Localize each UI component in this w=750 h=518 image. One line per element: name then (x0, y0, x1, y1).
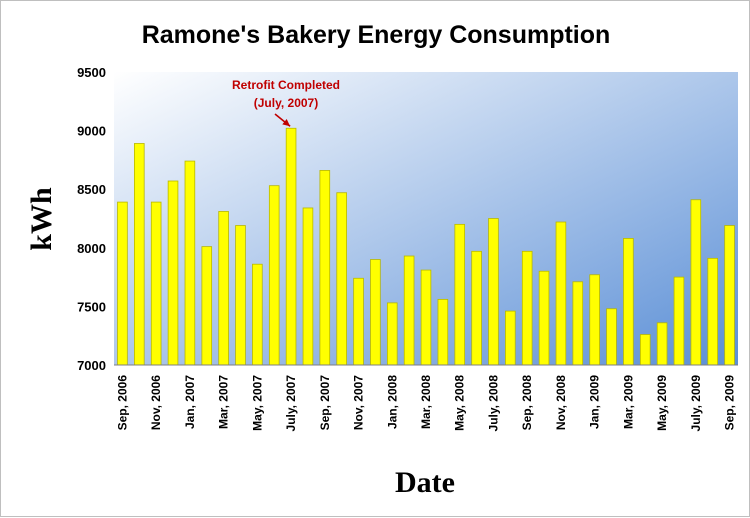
bar (572, 281, 584, 366)
bar (150, 201, 162, 366)
bar (386, 302, 398, 366)
x-tick-label: Nov, 2007 (352, 375, 366, 430)
bar (403, 255, 415, 366)
x-tick-label: Sep, 2009 (723, 375, 737, 431)
x-tick-label: July, 2008 (487, 375, 501, 432)
x-tick-label: May, 2007 (250, 375, 264, 431)
bar (420, 269, 432, 366)
bar (656, 322, 668, 366)
x-axis-label: Date (395, 466, 455, 499)
x-tick-label: Jan, 2007 (183, 375, 197, 429)
bar (336, 192, 347, 366)
y-tick-label: 9000 (77, 124, 106, 139)
retrofit-annotation: Retrofit Completed (July, 2007) (232, 78, 340, 127)
bar (488, 218, 499, 366)
bar (167, 180, 179, 366)
bar (268, 185, 280, 366)
bar (521, 250, 533, 366)
bar (302, 207, 314, 366)
bar (353, 277, 364, 366)
x-tick-label: May, 2008 (453, 375, 467, 431)
chart-title: Ramone's Bakery Energy Consumption (142, 21, 611, 49)
y-tick-label: 8000 (77, 241, 106, 256)
x-tick-label: Mar, 2007 (217, 375, 231, 429)
bar (319, 170, 331, 366)
x-tick-label: Sep, 2007 (318, 375, 332, 431)
x-axis-ticks: Sep, 2006 Nov, 2006 Jan, 2007 Mar, 2007 May,… (115, 375, 736, 432)
bar (201, 246, 213, 366)
bar (538, 270, 550, 366)
y-tick-label: 7000 (77, 358, 106, 373)
bar (639, 334, 651, 366)
y-tick-label: 8500 (77, 182, 106, 197)
bar (505, 310, 516, 366)
bar (707, 257, 718, 366)
x-tick-label: Mar, 2008 (419, 375, 433, 429)
x-tick-label: July, 2009 (689, 375, 703, 432)
bar (235, 225, 246, 366)
bar (589, 274, 600, 366)
bar (724, 225, 735, 366)
annotation-arrow-head (282, 119, 291, 127)
bar (623, 238, 634, 366)
bar (606, 308, 617, 366)
y-axis-label: kWh (25, 187, 58, 251)
bar (471, 250, 482, 366)
x-tick-label: Mar, 2009 (621, 375, 635, 429)
annotation-text: (July, 2007) (254, 96, 318, 110)
annotation-text: Retrofit Completed (232, 78, 340, 92)
bar (690, 199, 702, 366)
bar (555, 221, 567, 366)
y-axis-ticks: 7000 7500 8000 8500 9000 9500 (77, 65, 106, 373)
x-tick-label: Jan, 2009 (588, 375, 602, 429)
bar (218, 211, 229, 366)
x-tick-label: July, 2007 (284, 375, 298, 432)
bar (285, 127, 297, 366)
x-tick-label: Nov, 2008 (554, 375, 568, 430)
bar (437, 298, 449, 366)
x-tick-label: Sep, 2006 (115, 375, 129, 431)
y-tick-label: 7500 (77, 299, 106, 314)
bar (184, 160, 196, 366)
x-tick-label: Jan, 2008 (385, 375, 399, 429)
bar (134, 143, 145, 366)
x-tick-label: May, 2009 (655, 375, 669, 431)
x-tick-label: Sep, 2008 (520, 375, 534, 431)
bar (117, 201, 128, 366)
bar (673, 276, 685, 366)
y-tick-label: 9500 (77, 65, 106, 80)
bar (370, 259, 381, 366)
bar (454, 223, 466, 366)
x-tick-label: Nov, 2006 (149, 375, 163, 430)
bar (252, 263, 263, 366)
